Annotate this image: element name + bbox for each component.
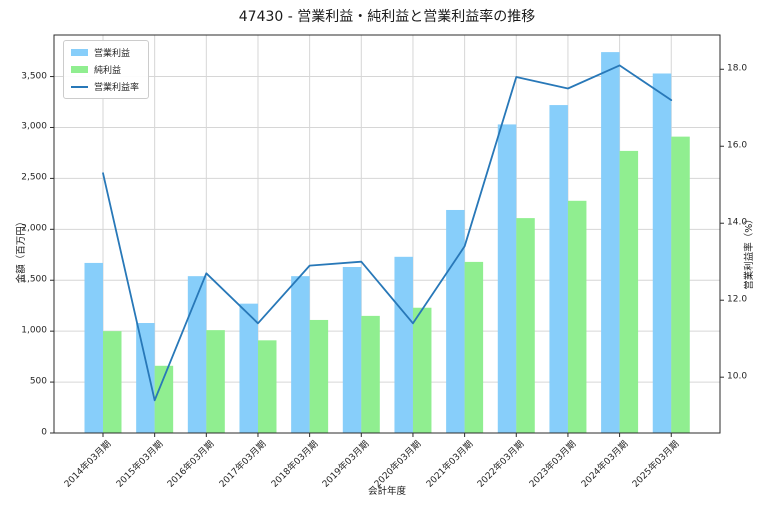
plot-border — [53, 34, 721, 434]
y-tick-label-left: 500 — [29, 376, 47, 387]
y-tick-label-left: 1,500 — [21, 274, 47, 285]
y-tick-label-right: 16.0 — [727, 140, 748, 151]
operating-profit-bar — [394, 256, 413, 433]
operating-profit-bar — [136, 323, 155, 433]
operating-profit-swatch — [71, 49, 88, 56]
net-profit-bar — [412, 307, 432, 433]
operating-profit-bar — [291, 276, 310, 433]
net-profit-bar — [619, 150, 639, 434]
operating-margin-swatch — [71, 85, 88, 88]
net-profit-bar — [206, 330, 225, 433]
y-tick-label-left: 2,500 — [21, 172, 47, 183]
operating-profit-bar — [446, 209, 465, 433]
net-profit-bar — [257, 340, 277, 433]
operating-profit-bar — [601, 52, 620, 433]
operating-margin-line — [102, 64, 673, 402]
net-profit-bar — [671, 136, 690, 434]
net-profit-bar — [103, 331, 122, 433]
legend-label: 営業利益率 — [94, 83, 140, 93]
net-profit-bar — [154, 365, 174, 433]
net-profit-bar — [361, 315, 380, 433]
y-tick-label-left: 0 — [41, 427, 47, 438]
legend-item-operating-profit: 営業利益 — [71, 46, 139, 59]
operating-profit-bar — [652, 73, 672, 434]
net-profit-bar — [516, 218, 535, 433]
y-tick-label-left: 1,000 — [21, 325, 47, 336]
y-tick-label-right: 18.0 — [727, 63, 748, 74]
operating-profit-bar — [239, 303, 258, 433]
y-tick-label-left: 2,000 — [21, 223, 47, 234]
legend-item-operating-margin: 営業利益率 — [71, 80, 139, 93]
y-tick-label-right: 10.0 — [727, 371, 748, 382]
legend-item-net-profit: 純利益 — [71, 63, 139, 76]
operating-profit-bar — [187, 276, 207, 433]
x-axis-label: 会計年度 — [367, 486, 407, 497]
chart-title: 47430 - 営業利益・純利益と営業利益率の推移 — [238, 9, 536, 25]
legend: 営業利益 純利益 営業利益率 — [63, 40, 150, 99]
net-profit-swatch — [71, 66, 88, 73]
operating-profit-bar — [549, 105, 568, 433]
y-tick-label-right: 12.0 — [727, 294, 748, 305]
net-profit-bar — [464, 261, 484, 433]
y-tick-label-left: 3,000 — [21, 121, 47, 132]
legend-label: 営業利益 — [94, 49, 131, 59]
legend-label: 純利益 — [94, 66, 122, 76]
net-profit-bar — [567, 200, 587, 433]
operating-profit-bar — [84, 262, 103, 433]
operating-profit-bar — [342, 266, 362, 433]
net-profit-bar — [309, 319, 329, 433]
operating-profit-bar — [497, 124, 517, 433]
y-tick-label-left: 3,500 — [21, 71, 47, 82]
y-tick-label-right: 14.0 — [727, 217, 748, 228]
